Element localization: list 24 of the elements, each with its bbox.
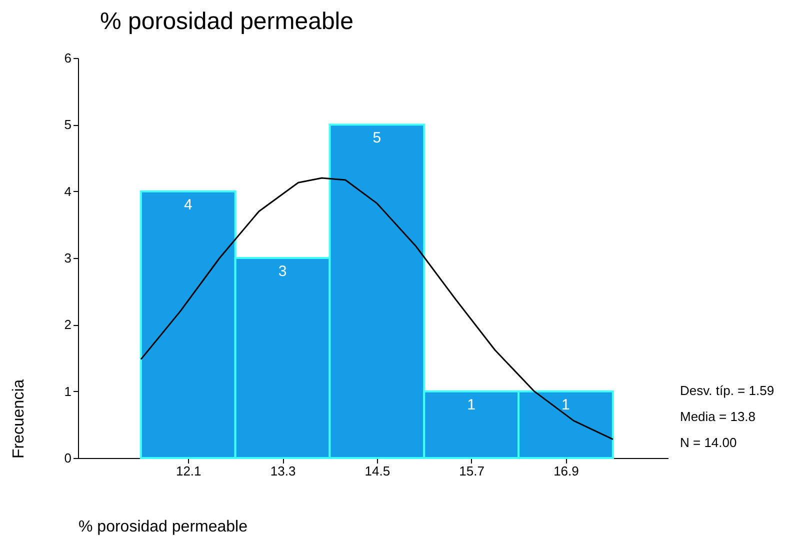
x-tick-label: 12.1	[176, 464, 202, 478]
y-tick-label: 2	[64, 317, 72, 332]
y-tick-label: 5	[64, 117, 72, 132]
x-axis-title: % porosidad permeable	[78, 518, 248, 536]
y-tick-label: 1	[64, 384, 72, 399]
y-tick-label: 4	[64, 184, 72, 199]
text: N = 14.00	[680, 435, 737, 450]
data-label: 4	[184, 196, 192, 214]
x-tick-label: 14.5	[364, 464, 390, 478]
line-series	[140, 177, 614, 440]
y-tick-label: 6	[64, 50, 72, 66]
text: Desv. típ. = 1.59	[680, 383, 774, 398]
y-tick-label: 0	[64, 450, 72, 466]
y-tick-label: 3	[64, 250, 72, 266]
x-tick-label: 16.9	[554, 464, 579, 478]
chart-title: % porosidad permeable	[100, 8, 354, 35]
data-label: 5	[372, 130, 382, 147]
y-axis-title: Frecuencia	[10, 379, 28, 458]
x-tick-label: 13.3	[270, 464, 296, 478]
data-label: 1	[562, 396, 570, 414]
text: Media = 13.8	[680, 409, 756, 424]
data-label: 1	[467, 396, 476, 414]
data-label: 3	[278, 263, 287, 280]
x-tick-label: 15.7	[459, 464, 484, 478]
